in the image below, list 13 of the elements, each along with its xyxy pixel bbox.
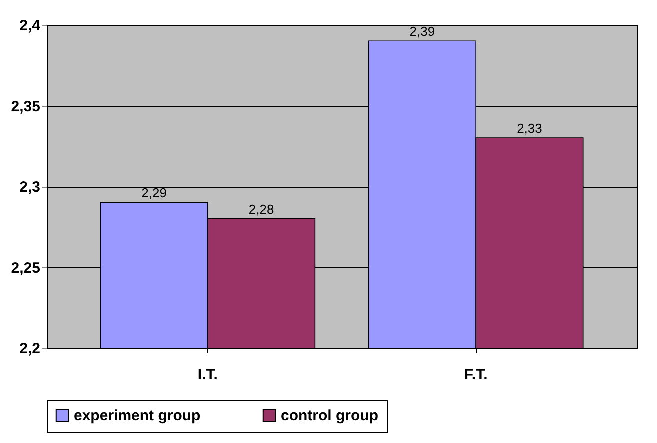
data-label: 2,29	[142, 186, 167, 201]
y-tick-label: 2,2	[20, 340, 40, 358]
y-tick-label: 2,3	[20, 179, 40, 196]
y-tick-label: 2,25	[11, 260, 40, 277]
data-label: 2,39	[410, 24, 436, 40]
x-tick-label: F.T.	[464, 366, 488, 384]
x-tick-label: I.T.	[198, 366, 218, 384]
y-tick-label: 2,4	[20, 18, 42, 34]
data-label: 2,28	[248, 202, 274, 217]
legend-label: control group	[281, 408, 378, 425]
data-label: 2,33	[517, 121, 542, 136]
legend-label: experiment group	[74, 408, 201, 425]
y-tick-label: 2,35	[11, 98, 40, 116]
